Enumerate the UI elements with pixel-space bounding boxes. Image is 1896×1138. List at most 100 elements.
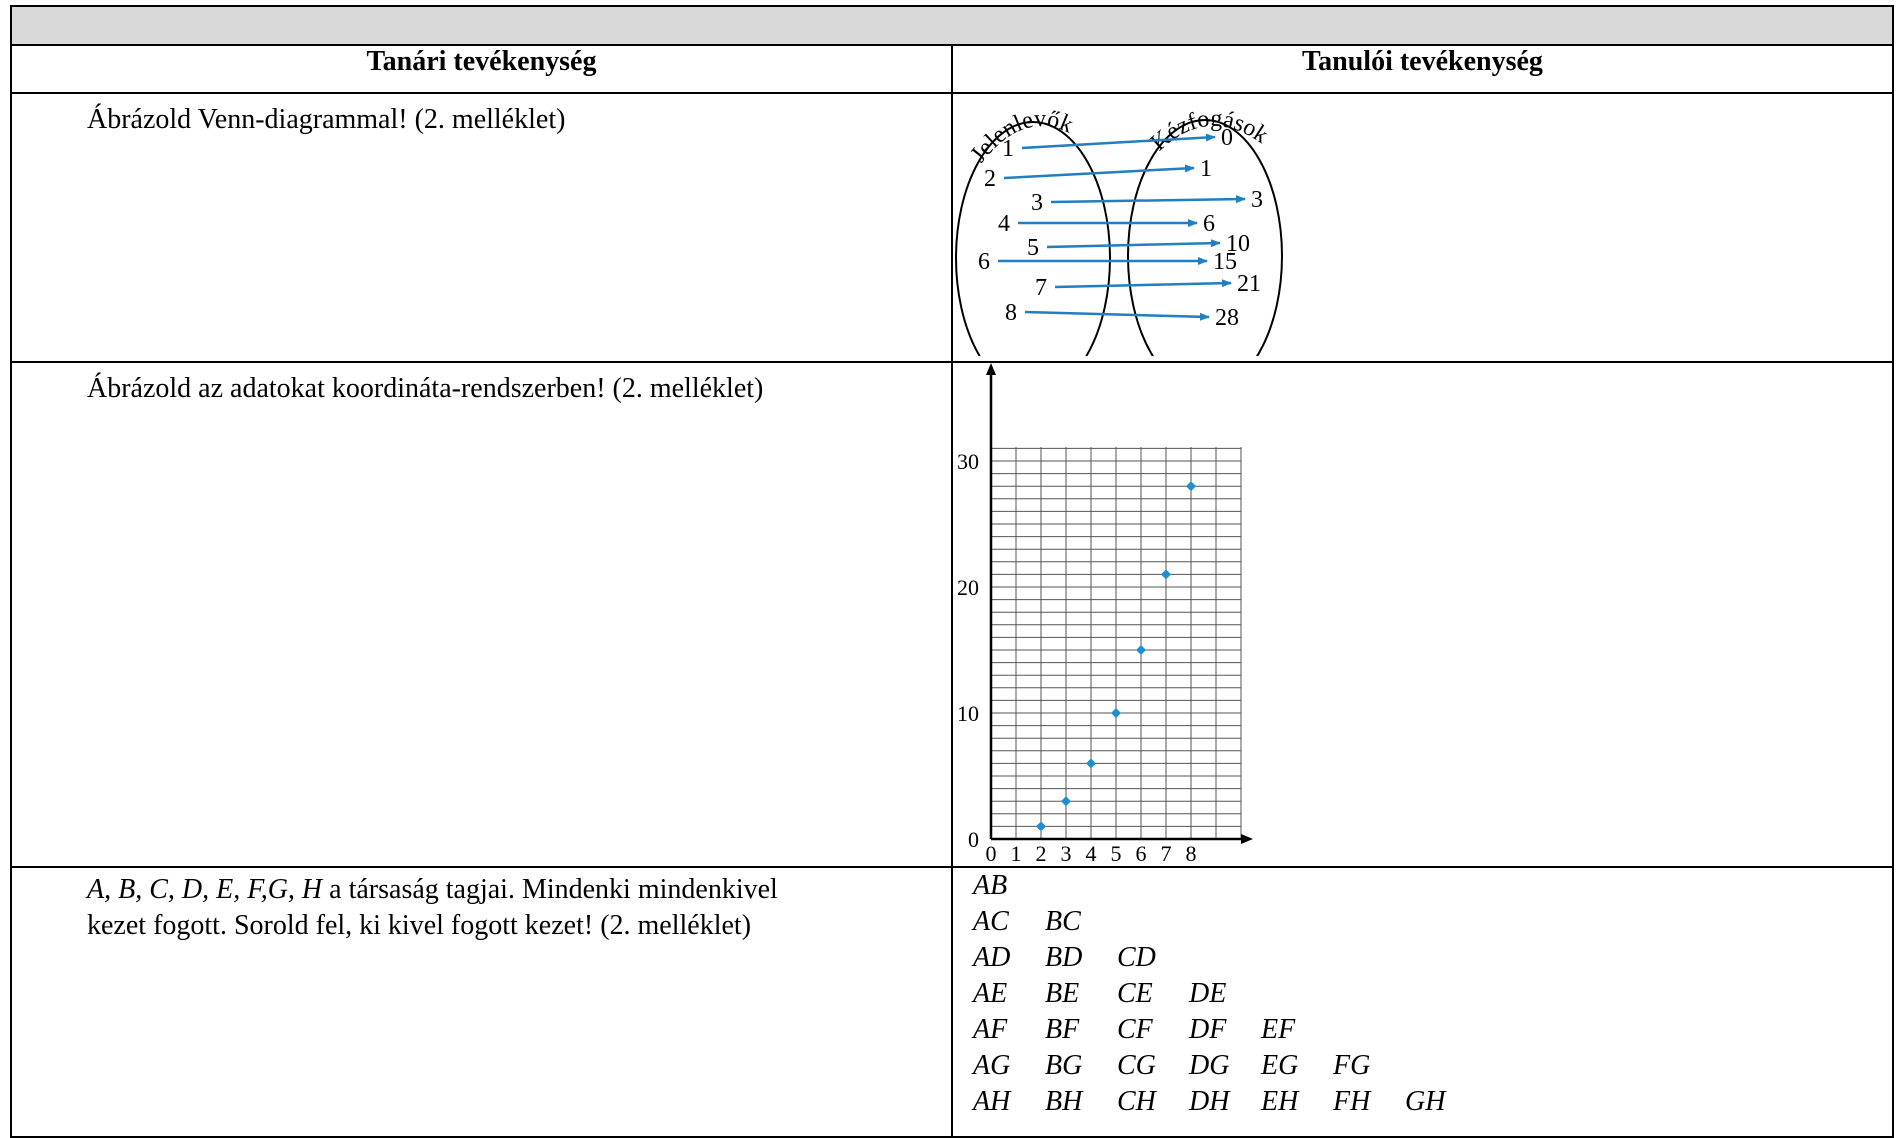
x-tick-label: 5 bbox=[1111, 841, 1122, 861]
student-cell-pairs: AB AC BC AD BD CD AE BE CE DE AF BF CF DF EF AG BG CG DG EG… bbox=[951, 866, 1894, 1138]
x-tick-label: 8 bbox=[1186, 841, 1197, 861]
x-axis-arrowhead bbox=[1241, 834, 1253, 844]
pairs-row: AD BD CD bbox=[973, 940, 1892, 976]
mapping-arrow bbox=[1050, 195, 1246, 204]
handshake-pair: EF bbox=[1261, 1014, 1296, 1045]
handshake-pair: AG bbox=[973, 1050, 1011, 1081]
handshake-pair: DE bbox=[1189, 978, 1227, 1009]
y-tick-label: 0 bbox=[968, 827, 979, 852]
pairs-task-line1: a társaság tagjai. Mindenki mindenkivel bbox=[322, 874, 778, 905]
handshake-pair: BH bbox=[1045, 1086, 1083, 1117]
venn-source-label: 7 bbox=[1035, 275, 1047, 301]
table-row: Ábrázold Venn-diagrammal! (2. melléklet)… bbox=[10, 92, 1894, 395]
pairs-row: AC BC bbox=[973, 904, 1892, 940]
x-tick-label: 2 bbox=[1036, 841, 1047, 861]
pairs-task-members: A, B, C, D, E, F,G, H bbox=[87, 874, 323, 905]
data-point bbox=[1036, 821, 1046, 832]
handshake-pair: DG bbox=[1189, 1050, 1230, 1081]
handshake-pair: CD bbox=[1117, 942, 1156, 973]
handshake-pair: AD bbox=[973, 942, 1011, 973]
handshake-pair: GH bbox=[1405, 1086, 1446, 1117]
venn-target-label: 3 bbox=[1251, 187, 1263, 213]
venn-target-label: 6 bbox=[1203, 211, 1215, 237]
handshake-pair: FG bbox=[1333, 1050, 1371, 1081]
teacher-cell-plot: Ábrázold az adatokat koordináta-rendszer… bbox=[10, 361, 953, 868]
venn-target-label: 0 bbox=[1221, 125, 1233, 151]
y-tick-label: 30 bbox=[957, 449, 979, 474]
table-row: Ábrázold az adatokat koordináta-rendszer… bbox=[10, 361, 1894, 868]
x-tick-label: 1 bbox=[1011, 841, 1022, 861]
venn-diagram: Jelenlevők Kézfogások 1 02 13 34 65 106 157 218… bbox=[955, 106, 1283, 395]
venn-source-label: 6 bbox=[978, 249, 990, 275]
venn-target-label: 21 bbox=[1237, 271, 1261, 297]
handshake-pair: AH bbox=[973, 1086, 1011, 1117]
handshake-pair: BF bbox=[1045, 1014, 1080, 1045]
y-axis-arrowhead bbox=[986, 363, 996, 375]
data-point bbox=[1136, 645, 1146, 655]
x-tick-label: 4 bbox=[1086, 841, 1097, 861]
teacher-cell-venn: Ábrázold Venn-diagrammal! (2. melléklet) bbox=[10, 92, 953, 363]
handshake-pair: AE bbox=[973, 978, 1008, 1009]
handshake-pair: EH bbox=[1261, 1086, 1299, 1117]
handshake-pair: DF bbox=[1189, 1014, 1227, 1045]
data-point bbox=[1111, 708, 1121, 718]
pairs-row: AG BG CG DG EG FG bbox=[973, 1048, 1892, 1084]
x-tick-label: 3 bbox=[1061, 841, 1072, 861]
data-point bbox=[1086, 758, 1096, 769]
handshake-pairs-list: AB AC BC AD BD CD AE BE CE DE AF BF CF DF EF AG BG CG DG EG… bbox=[953, 868, 1892, 1120]
venn-task-text: Ábrázold Venn-diagrammal! (2. melléklet) bbox=[87, 104, 566, 135]
header-teacher-activity: Tanári tevékenység bbox=[10, 44, 953, 94]
mapping-arrow bbox=[1021, 133, 1216, 150]
gray-header-bar bbox=[10, 5, 1894, 46]
plot-task-text: Ábrázold az adatokat koordináta-rendszer… bbox=[87, 373, 764, 404]
pairs-task-text: A, B, C, D, E, F,G, H a társaság tagjai.… bbox=[12, 868, 951, 944]
pairs-row: AH BH CH DH EH FH GH bbox=[973, 1084, 1892, 1120]
venn-source-label: 3 bbox=[1031, 190, 1043, 216]
x-tick-label: 6 bbox=[1136, 841, 1147, 861]
mapping-arrow bbox=[1046, 239, 1221, 249]
handshake-pair: BD bbox=[1045, 942, 1083, 973]
activity-table: Tanári tevékenység Tanulói tevékenység Á… bbox=[10, 44, 1894, 1138]
handshake-pair: CF bbox=[1117, 1014, 1153, 1045]
student-cell-venn: Jelenlevők Kézfogások 1 0 2 1 3 3 4 6 5 10 6 15 7 21 8… bbox=[951, 92, 1894, 395]
mapping-arrow bbox=[1003, 164, 1195, 180]
table-header-row: Tanári tevékenység Tanulói tevékenység bbox=[10, 44, 1894, 94]
venn-target-label: 10 bbox=[1226, 231, 1250, 257]
x-tick-label: 0 bbox=[986, 841, 997, 861]
table-row: A, B, C, D, E, F,G, H a társaság tagjai.… bbox=[10, 866, 1894, 1138]
venn-source-label: 2 bbox=[984, 166, 996, 192]
venn-source-label: 8 bbox=[1005, 300, 1017, 326]
pairs-task-line2: kezet fogott. Sorold fel, ki kivel fogot… bbox=[87, 910, 752, 941]
handshake-pair: CE bbox=[1117, 978, 1153, 1009]
y-tick-label: 10 bbox=[957, 701, 979, 726]
venn-target-label: 28 bbox=[1215, 305, 1239, 331]
pairs-row: AB bbox=[973, 868, 1892, 904]
header-student-activity: Tanulói tevékenység bbox=[951, 44, 1894, 94]
handshake-pair: BE bbox=[1045, 978, 1080, 1009]
handshake-pair: CH bbox=[1117, 1086, 1156, 1117]
handshake-pair: AF bbox=[973, 1014, 1008, 1045]
venn-source-label: 5 bbox=[1027, 235, 1039, 261]
handshake-pair: BG bbox=[1045, 1050, 1083, 1081]
set-label-left: Jelenlevők bbox=[966, 106, 1077, 168]
data-point bbox=[1061, 796, 1071, 807]
set-label-right: Kézfogások bbox=[1146, 106, 1273, 156]
handshake-pair: AC bbox=[973, 906, 1009, 937]
pairs-row: AF BF CF DF EF bbox=[973, 1012, 1892, 1048]
mapping-arrow bbox=[1054, 279, 1232, 289]
data-point bbox=[1186, 481, 1196, 492]
venn-source-label: 4 bbox=[998, 211, 1010, 237]
y-tick-label: 20 bbox=[957, 575, 979, 600]
handshake-pair: FH bbox=[1333, 1086, 1371, 1117]
handshake-pair: AB bbox=[973, 870, 1008, 901]
document-page: Tanári tevékenység Tanulói tevékenység Á… bbox=[10, 5, 1894, 1138]
chart-grid bbox=[990, 447, 1242, 840]
handshake-pair: BC bbox=[1045, 906, 1081, 937]
venn-source-label: 1 bbox=[1002, 136, 1014, 162]
handshake-pair: EG bbox=[1261, 1050, 1299, 1081]
data-point bbox=[1161, 569, 1171, 580]
teacher-cell-pairs: A, B, C, D, E, F,G, H a társaság tagjai.… bbox=[10, 866, 953, 1138]
x-tick-label: 7 bbox=[1161, 841, 1172, 861]
mapping-arrow bbox=[1024, 310, 1210, 321]
